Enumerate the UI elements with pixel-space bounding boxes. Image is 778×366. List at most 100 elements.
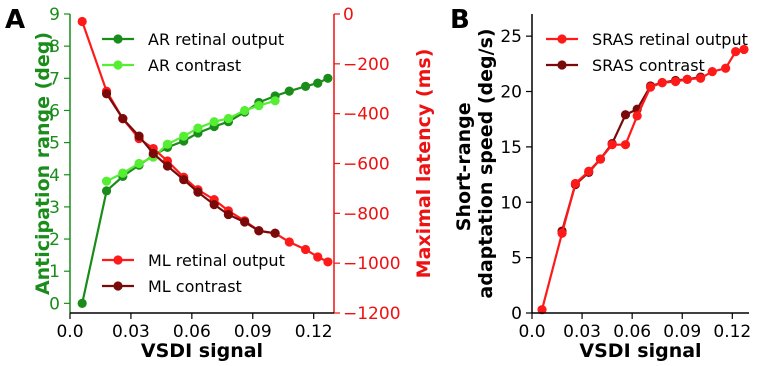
- chart-a-series-1-point: [209, 117, 219, 127]
- chart-a-y-tick-label: 8: [49, 37, 60, 57]
- chart-b-y-tick-label: 25: [500, 27, 522, 47]
- chart-a: 0.0 0.03 0.06 0.09 0.12 0 1 2 3 4 5 6 7 8 9 0 −200 −400 −6…: [32, 5, 435, 362]
- chart-a-axes: 0.0 0.03 0.06 0.09 0.12 0 1 2 3 4 5 6 7 8 9 0 −200 −400 −6…: [49, 5, 400, 342]
- chart-b-x-tick-label: 0.0: [518, 322, 545, 342]
- chart-a-series-3-point: [223, 209, 233, 220]
- chart-a-series-3-point: [118, 114, 128, 124]
- chart-a-series-1-point: [193, 123, 203, 133]
- chart-a-legend-bottom-item-swatch-marker: [113, 255, 123, 265]
- chart-a-legend-top-item-label: AR contrast: [148, 56, 241, 75]
- chart-b-series-0-point: [731, 47, 741, 57]
- chart-a-y2-tick-label: −400: [343, 105, 390, 125]
- chart-a-legend-top: AR retinal output AR contrast: [102, 30, 284, 75]
- chart-a-y-tick-label: 3: [49, 198, 60, 218]
- chart-a-series-2-point: [313, 252, 323, 262]
- chart-b-series-0-point: [721, 63, 731, 73]
- chart-b-series-0-point: [607, 140, 617, 150]
- chart-b-series-0-point: [682, 74, 692, 84]
- chart-a-legend-bottom: ML retinal output ML contrast: [102, 251, 285, 296]
- chart-a-legend-top-item-label: AR retinal output: [148, 30, 284, 49]
- chart-b-series-0-point: [707, 66, 717, 77]
- chart-a-y-tick-label: 5: [49, 134, 60, 154]
- chart-a-series-3-point: [134, 131, 144, 141]
- chart-a-series-3-point: [209, 200, 219, 210]
- chart-b-legend: SRAS retinal output SRAS contrast: [546, 30, 748, 75]
- chart-a-series-1-point: [118, 168, 128, 178]
- chart-b-legend-item-label: SRAS retinal output: [592, 30, 748, 49]
- chart-b-x-tick-label: 0.03: [563, 322, 601, 342]
- chart-a-series-1-point: [270, 96, 280, 106]
- chart-a-series-2-point: [300, 244, 311, 255]
- chart-a-y2-axis-label: Maximal latency (ms): [413, 49, 435, 279]
- chart-b-y-axis-label-line-2: adaptation speed (deg/s): [475, 28, 497, 298]
- chart-a-x-tick-label: 0.09: [234, 322, 272, 342]
- chart-a-y-tick-label: 6: [49, 101, 60, 121]
- chart-a-series-0-point: [300, 81, 311, 91]
- chart-a-y2-tick-label: 0: [343, 5, 354, 25]
- chart-a-series-2-point: [77, 16, 87, 27]
- chart-b-y-tick-label: 15: [500, 138, 522, 158]
- chart-a-x-tick-label: 0.03: [112, 322, 150, 342]
- chart-a-y-tick-label: 7: [49, 69, 60, 89]
- chart-a-series-3-point: [148, 148, 158, 159]
- chart-a-series-2-point: [284, 237, 294, 247]
- chart-b-x-tick-label: 0.06: [613, 322, 651, 342]
- chart-b-legend-item-swatch-marker: [557, 60, 567, 70]
- chart-b-series-0-point: [595, 154, 606, 164]
- chart-b-series-0-point: [584, 166, 594, 176]
- chart-a-series-3-point: [193, 187, 203, 197]
- chart-a-series-3-point: [254, 226, 264, 236]
- chart-b-series-0-point: [670, 76, 681, 87]
- chart-a-y-tick-label: 1: [49, 262, 60, 282]
- chart-b-series-0-point: [739, 44, 749, 55]
- chart-a-series-0-point: [77, 298, 87, 308]
- chart-b-legend-item-label: SRAS contrast: [592, 56, 705, 75]
- chart-a-y-tick-label: 4: [49, 166, 60, 186]
- chart-a-y2-tick-label: −800: [343, 204, 390, 224]
- chart-a-series-3-point: [179, 175, 189, 185]
- chart-b-x-tick-label: 0.09: [663, 322, 701, 342]
- chart-a-series-1-point: [179, 131, 189, 141]
- chart-b-y-tick-label: 5: [511, 249, 522, 269]
- chart-a-legend-bottom-item-label: ML contrast: [148, 277, 242, 296]
- chart-a-x-tick-label: 0.06: [173, 322, 211, 342]
- chart-b-legend-item-swatch-marker: [557, 34, 567, 44]
- chart-a-series-0-point: [284, 86, 294, 96]
- chart-b-series-0-line: [540, 48, 745, 310]
- chart-b-y-axis-label-line-1: Short-range: [453, 102, 475, 231]
- chart-b-y-tick-label: 20: [500, 83, 522, 103]
- chart-b-y-tick-label: 10: [500, 193, 522, 213]
- chart-a-series-3-point: [240, 217, 250, 227]
- chart-b-series-0-point: [557, 228, 567, 238]
- chart-a-y-axis-label: Anticipation range (deg): [32, 32, 54, 295]
- chart-a-series-3-line: [105, 93, 276, 235]
- chart-a-series-1-point: [134, 158, 144, 169]
- chart-a-x-axis-label: VSDI signal: [141, 340, 263, 362]
- chart-a-y2-tick-label: −1200: [343, 304, 401, 324]
- chart-a-y-tick-label: 2: [49, 230, 60, 250]
- chart-a-series-3-point: [101, 89, 112, 99]
- chart-a-series-3-point: [162, 161, 173, 171]
- chart-b-y-tick-label: 0: [511, 304, 522, 324]
- chart-a-legend-top-item-swatch-marker: [113, 60, 123, 70]
- chart-b-series-0-point: [632, 111, 642, 121]
- chart-a-legend-top-item-swatch-marker: [113, 34, 123, 44]
- panel-b-label: B: [450, 5, 470, 35]
- chart-a-series-1-point: [223, 113, 233, 124]
- chart-a-x-tick-label: 0.12: [295, 322, 333, 342]
- chart-a-series-1-point: [254, 101, 264, 111]
- chart-b-y-axis-label: Short-range adaptation speed (deg/s): [453, 28, 497, 298]
- chart-a-legend-bottom-item-swatch-marker: [113, 281, 123, 291]
- chart-b-x-axis-label: VSDI signal: [579, 340, 701, 362]
- chart-a-series-3-point: [270, 228, 280, 238]
- chart-b-series-1-line: [560, 76, 701, 232]
- panel-a-label: A: [5, 5, 25, 35]
- chart-a-series-1-point: [101, 176, 112, 186]
- chart-a-y-tick-label: 0: [49, 294, 60, 314]
- chart-b-series-0-point: [657, 78, 667, 88]
- chart-b-series-0-point: [695, 73, 706, 83]
- chart-a-series-1-point: [162, 139, 173, 149]
- chart-b-x-tick-label: 0.12: [713, 322, 751, 342]
- chart-a-series-0-point: [323, 73, 333, 83]
